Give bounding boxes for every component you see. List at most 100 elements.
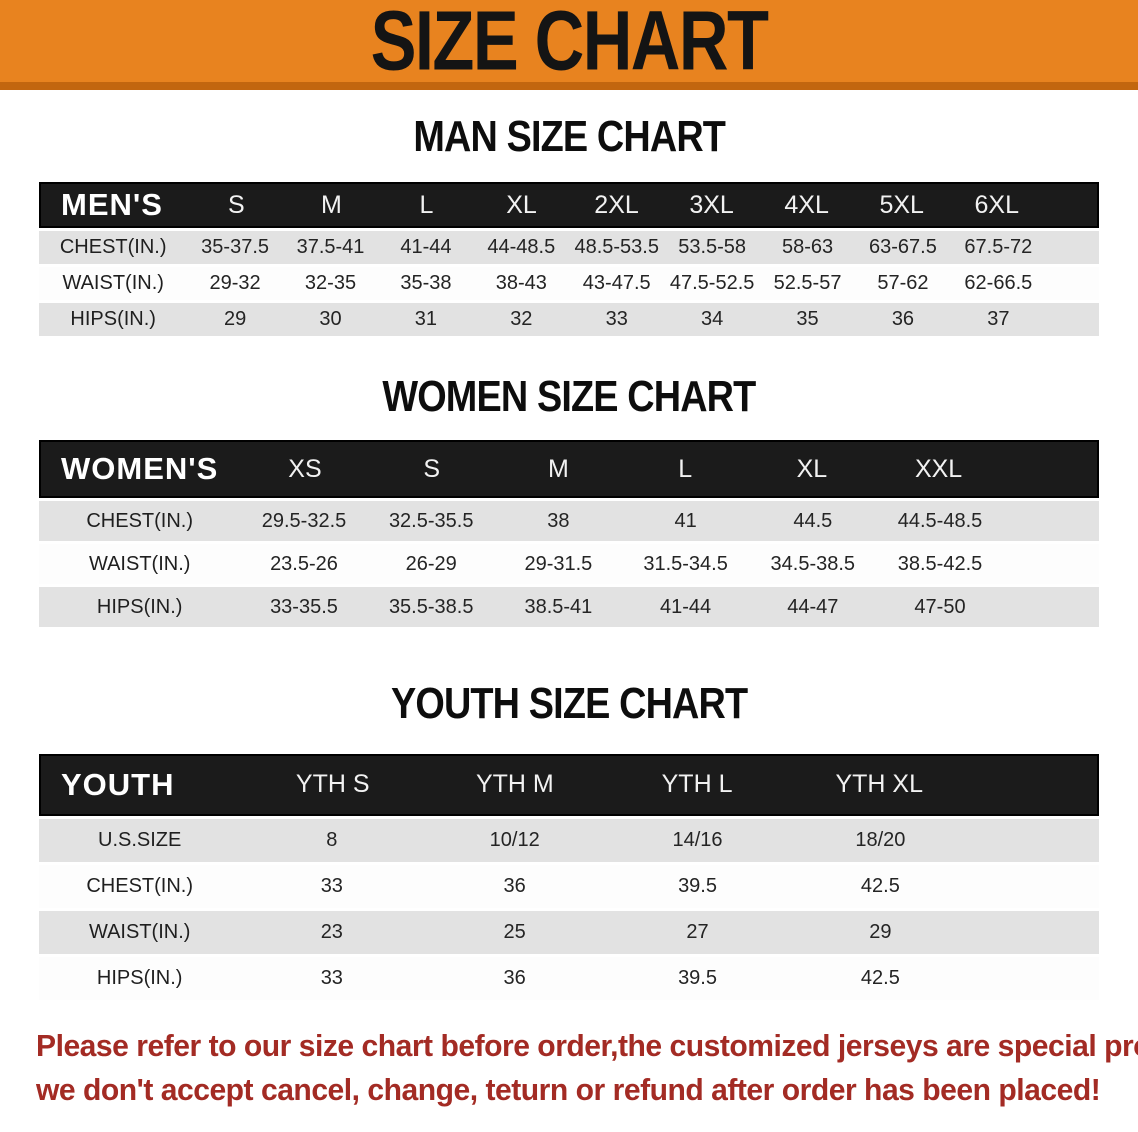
disclaimer-line-1: Please refer to our size chart before or…: [36, 1027, 1138, 1063]
womens-col-header-s: S: [423, 454, 441, 483]
size-value-cell: 38.5-41: [524, 595, 593, 618]
size-value-cell: 44.5-48.5: [897, 509, 983, 532]
mens-col-header-4xl: 4XL: [784, 190, 829, 219]
size-value-cell: 36: [503, 966, 526, 989]
size-value-cell: 53.5-58: [678, 236, 747, 259]
size-value-cell: 35-37.5: [201, 236, 270, 259]
mens-section-heading-text: MAN SIZE CHART: [413, 112, 726, 161]
size-value-cell: 14/16: [672, 828, 723, 851]
youth-section-heading-text: YOUTH SIZE CHART: [390, 679, 748, 729]
size-value-cell: 47.5-52.5: [669, 272, 755, 295]
size-value-cell: 47-50: [914, 595, 966, 618]
size-value-cell: 37.5-41: [296, 236, 365, 259]
size-value-cell: 23.5-26: [270, 552, 338, 575]
size-value-cell: 18/20: [855, 828, 906, 851]
size-value-cell: 52.5-57: [773, 272, 842, 295]
youth-col-header-l: YTH L: [661, 770, 733, 799]
size-value-cell: 57-62: [877, 272, 929, 295]
size-value-cell: 33: [605, 308, 628, 331]
size-value-cell: 38-43: [495, 272, 547, 295]
size-value-cell: 35.5-38.5: [388, 595, 474, 618]
size-value-cell: 23: [320, 920, 343, 943]
mens-col-header-5xl: 5XL: [879, 190, 924, 219]
size-value-cell: 26-29: [405, 552, 457, 575]
order-disclaimer: Please refer to our size chart before or…: [0, 1024, 1138, 1112]
womens-group-label: WOMEN'S: [61, 451, 219, 487]
youth-col-header-xl: YTH XL: [835, 770, 923, 799]
row-label: U.S.SIZE: [98, 828, 182, 851]
mens-table-header-row: MEN'S S M L XL 2XL 3XL 4XL 5XL 6XL: [39, 182, 1099, 229]
mens-col-header-l: L: [419, 190, 434, 219]
youth-table-header-row: YOUTH YTH S YTH M YTH L YTH XL: [39, 753, 1099, 816]
size-value-cell: 48.5-53.5: [574, 236, 659, 259]
row-label: WAIST(IN.): [88, 920, 191, 943]
mens-col-header-6xl: 6XL: [974, 190, 1019, 219]
size-value-cell: 29: [223, 308, 247, 331]
size-value-cell: 41: [674, 509, 697, 532]
size-value-cell: 33: [320, 874, 343, 897]
size-value-cell: 63-67.5: [869, 236, 937, 259]
mens-hips-row: HIPS(IN.) 29 30 31 32 33 34 35 36 37: [39, 303, 1099, 337]
womens-size-table: WOMEN'S XS S M L XL XXL CHEST(IN.) 29.5-…: [39, 440, 1099, 628]
size-chart-banner: SIZE CHART: [0, 0, 1138, 90]
youth-col-header-s: YTH S: [295, 770, 370, 799]
size-value-cell: 10/12: [489, 828, 540, 851]
womens-col-header-xl: XL: [796, 454, 828, 483]
mens-section-heading: MAN SIZE CHART: [0, 112, 1138, 161]
mens-col-header-2xl: 2XL: [594, 190, 639, 219]
size-value-cell: 33: [320, 966, 343, 989]
row-label: HIPS(IN.): [96, 966, 183, 989]
size-value-cell: 27: [686, 920, 709, 943]
size-value-cell: 29.5-32.5: [261, 509, 347, 532]
youth-section-heading: YOUTH SIZE CHART: [0, 681, 1138, 727]
womens-table-header-row: WOMEN'S XS S M L XL XXL: [39, 440, 1099, 499]
size-value-cell: 29-32: [209, 272, 261, 295]
row-label: HIPS(IN.): [96, 595, 183, 618]
size-value-cell: 44-47: [787, 595, 839, 618]
size-value-cell: 31: [414, 308, 438, 331]
size-value-cell: 35: [796, 308, 819, 331]
banner-title: SIZE CHART: [370, 0, 769, 89]
youth-size-table: YOUTH YTH S YTH M YTH L YTH XL U.S.SIZE …: [39, 753, 1099, 1000]
size-value-cell: 33-35.5: [270, 595, 338, 618]
mens-col-header-s: S: [228, 190, 245, 219]
youth-chest-row: CHEST(IN.) 33 36 39.5 42.5: [39, 864, 1099, 908]
size-value-cell: 34.5-38.5: [770, 552, 856, 575]
youth-col-header-m: YTH M: [475, 770, 554, 799]
size-value-cell: 35-38: [400, 272, 452, 295]
size-value-cell: 32.5-35.5: [388, 509, 474, 532]
size-value-cell: 38: [547, 509, 570, 532]
size-value-cell: 30: [319, 308, 342, 331]
womens-col-header-l: L: [678, 454, 693, 483]
womens-col-header-xxl: XXL: [914, 454, 963, 483]
size-value-cell: 41-44: [400, 236, 452, 259]
row-label: WAIST(IN.): [88, 552, 191, 575]
womens-col-header-xs: XS: [288, 454, 322, 483]
size-value-cell: 38.5-42.5: [897, 552, 983, 575]
size-value-cell: 39.5: [678, 966, 717, 989]
womens-section-heading-text: WOMEN SIZE CHART: [382, 372, 756, 422]
mens-col-header-m: M: [320, 190, 342, 219]
size-value-cell: 42.5: [860, 966, 900, 989]
mens-group-label: MEN'S: [61, 187, 163, 223]
womens-waist-row: WAIST(IN.) 23.5-26 26-29 29-31.5 31.5-34…: [39, 544, 1099, 585]
size-value-cell: 43-47.5: [582, 272, 651, 295]
size-value-cell: 44.5: [793, 509, 833, 532]
mens-size-table: MEN'S S M L XL 2XL 3XL 4XL 5XL 6XL CHEST…: [39, 182, 1099, 337]
size-value-cell: 44-48.5: [487, 236, 556, 259]
size-value-cell: 34: [701, 308, 724, 331]
womens-col-header-m: M: [548, 454, 569, 483]
womens-hips-row: HIPS(IN.) 33-35.5 35.5-38.5 38.5-41 41-4…: [39, 587, 1099, 628]
youth-ussize-row: U.S.SIZE 8 10/12 14/16 18/20: [39, 818, 1099, 862]
womens-section-heading: WOMEN SIZE CHART: [0, 372, 1138, 422]
size-value-cell: 36: [503, 874, 526, 897]
size-value-cell: 36: [891, 308, 915, 331]
row-label: CHEST(IN.): [86, 509, 194, 532]
size-value-cell: 58-63: [781, 236, 834, 259]
mens-chest-row: CHEST(IN.) 35-37.5 37.5-41 41-44 44-48.5…: [39, 231, 1099, 265]
mens-col-header-xl: XL: [506, 190, 537, 219]
size-value-cell: 32-35: [304, 272, 357, 295]
size-value-cell: 41-44: [660, 595, 712, 618]
row-label: HIPS(IN.): [70, 308, 156, 331]
mens-col-header-3xl: 3XL: [689, 190, 734, 219]
